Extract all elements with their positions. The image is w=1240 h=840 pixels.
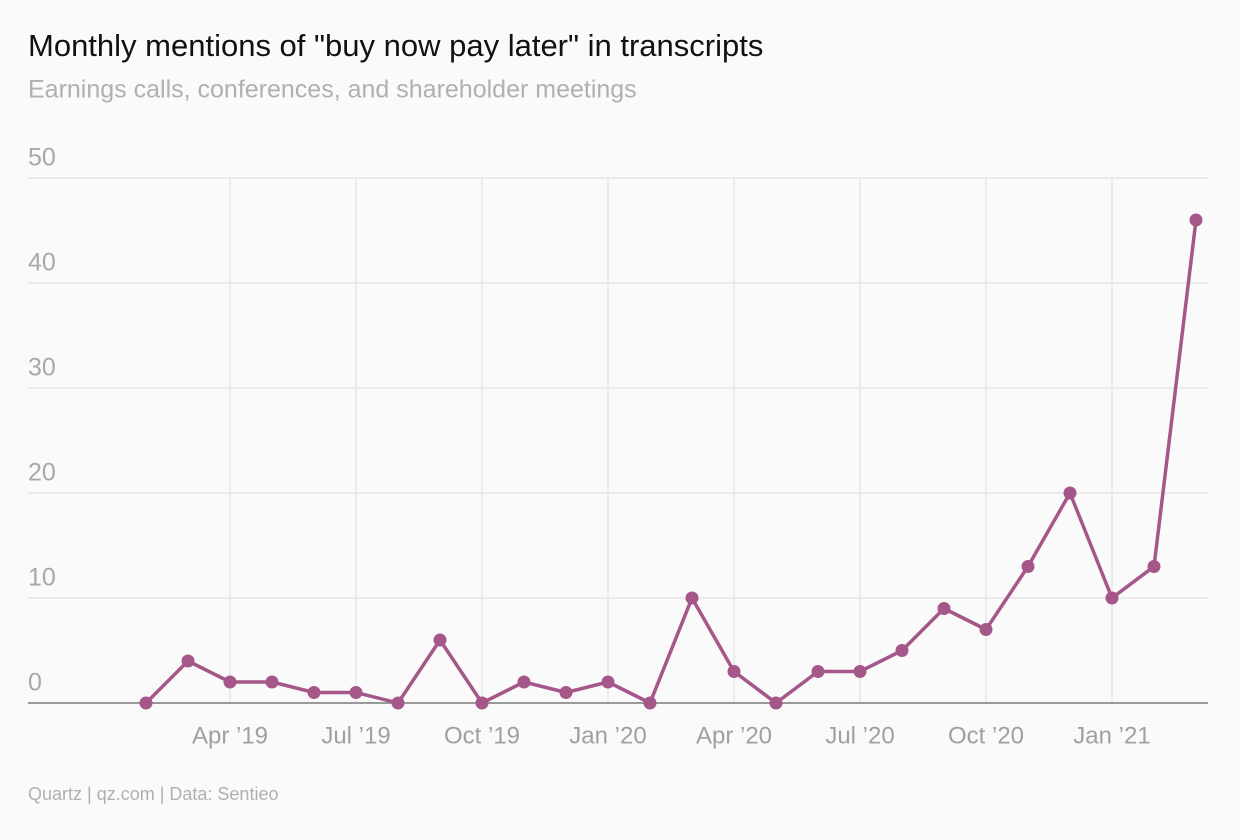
source: Quartz | qz.com | Data: Sentieo (28, 784, 278, 804)
y-tick-label: 50 (28, 144, 56, 172)
point (517, 675, 531, 689)
point (433, 633, 447, 647)
chart-title: Monthly mentions of "buy now pay later" … (28, 28, 763, 63)
point (139, 696, 153, 710)
point (475, 696, 489, 710)
point (223, 675, 237, 689)
x-tick-label: Apr ’19 (192, 722, 268, 749)
point (1189, 213, 1203, 227)
y-tick-label: 40 (28, 249, 56, 277)
x-tick-label: Oct ’20 (948, 722, 1024, 749)
point (1021, 560, 1035, 573)
point (349, 686, 363, 699)
line (144, 219, 1198, 705)
point (769, 696, 783, 710)
point (391, 696, 405, 710)
x-tick-label: Apr ’20 (696, 722, 772, 749)
point (1105, 591, 1119, 605)
point (727, 665, 741, 678)
x-tick-label: Oct ’19 (444, 722, 520, 749)
x-tick-label: Jul ’19 (321, 722, 390, 749)
point (853, 665, 867, 678)
y-tick-label: 30 (28, 354, 56, 382)
y-tick-label: 0 (28, 669, 42, 697)
chart-subtitle: Earnings calls, conferences, and shareho… (28, 76, 637, 104)
point (1147, 560, 1161, 573)
point (979, 623, 993, 636)
point (895, 644, 909, 657)
point (937, 602, 951, 615)
point (265, 675, 279, 689)
point (559, 686, 573, 699)
point (1063, 486, 1077, 500)
x-tick-label: Jan ’20 (569, 722, 646, 749)
point (307, 686, 321, 699)
point (811, 665, 825, 678)
point (643, 696, 657, 710)
x-tick-label: Jan ’21 (1073, 722, 1150, 749)
y-tick-label: 10 (28, 564, 56, 592)
point (601, 675, 615, 689)
point (685, 591, 699, 605)
point (181, 654, 195, 668)
y-tick-label: 20 (28, 459, 56, 487)
x-tick-label: Jul ’20 (825, 722, 894, 749)
